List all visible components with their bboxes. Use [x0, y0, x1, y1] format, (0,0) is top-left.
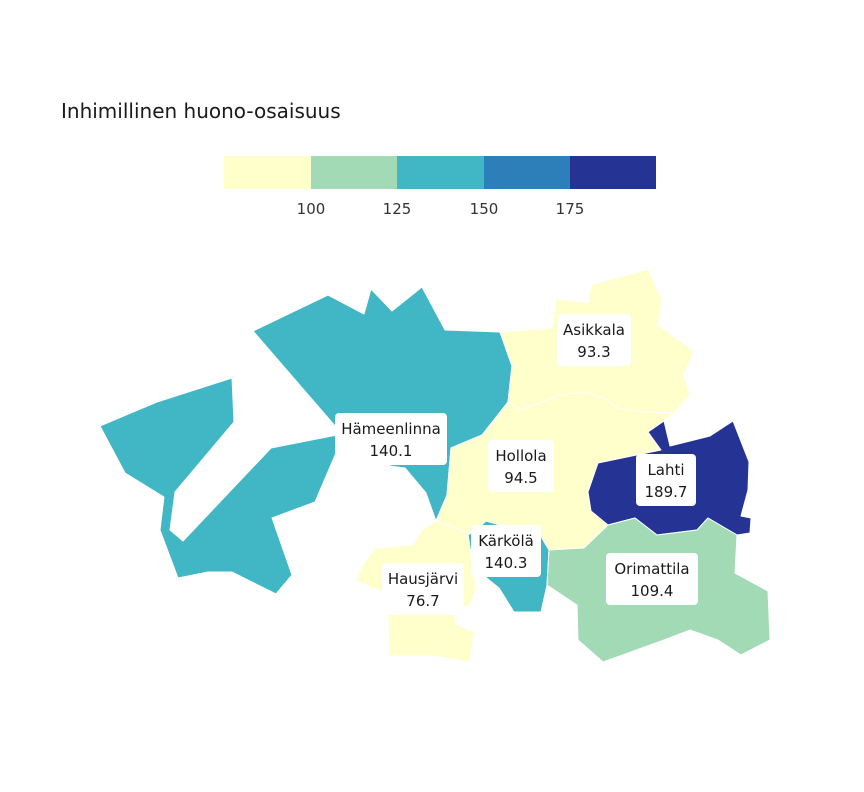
- region-value: 93.3: [577, 343, 610, 361]
- label-box: [557, 314, 631, 366]
- region-hameenlinna: [99, 286, 513, 595]
- legend-tick-label: 175: [556, 200, 585, 218]
- region-name: Orimattila: [614, 560, 689, 578]
- legend-swatch-4: [484, 156, 570, 189]
- legend-swatch-1: [224, 156, 311, 189]
- region-value: 140.1: [370, 442, 413, 460]
- region-name: Hollola: [495, 447, 546, 465]
- label-asikkala: Asikkala 93.3: [557, 314, 631, 366]
- region-value: 94.5: [504, 469, 537, 487]
- label-hameenlinna: Hämeenlinna 140.1: [335, 413, 447, 465]
- label-orimattila: Orimattila 109.4: [606, 553, 698, 605]
- legend-ticks: 100 125 150 175: [297, 200, 585, 218]
- region-name: Lahti: [647, 461, 684, 479]
- legend-swatch-2: [311, 156, 397, 189]
- region-name: Asikkala: [563, 321, 625, 339]
- label-box: [636, 454, 696, 506]
- label-box: [471, 525, 541, 577]
- legend-tick-label: 125: [383, 200, 412, 218]
- legend-swatch-3: [397, 156, 484, 189]
- region-name: Hämeenlinna: [341, 420, 441, 438]
- label-box: [335, 413, 447, 465]
- legend-tick-label: 100: [297, 200, 326, 218]
- region-name: Kärkölä: [478, 532, 534, 550]
- legend-tick-label: 150: [470, 200, 499, 218]
- label-karkola: Kärkölä 140.3: [471, 525, 541, 577]
- legend-colorbar: [224, 156, 656, 189]
- region-labels: Hämeenlinna 140.1 Asikkala 93.3 Hollola …: [335, 314, 698, 615]
- label-hausjarvi: Hausjärvi 76.7: [382, 563, 464, 615]
- region-value: 189.7: [645, 483, 688, 501]
- legend-title: Inhimillinen huono-osaisuus: [61, 99, 341, 123]
- region-value: 109.4: [631, 582, 674, 600]
- region-name: Hausjärvi: [388, 570, 458, 588]
- region-value: 140.3: [485, 554, 528, 572]
- label-box: [488, 440, 554, 492]
- label-lahti: Lahti 189.7: [636, 454, 696, 506]
- legend-swatch-5: [570, 156, 656, 189]
- label-hollola: Hollola 94.5: [488, 440, 554, 492]
- label-box: [382, 563, 464, 615]
- label-box: [606, 553, 698, 605]
- region-value: 76.7: [406, 592, 439, 610]
